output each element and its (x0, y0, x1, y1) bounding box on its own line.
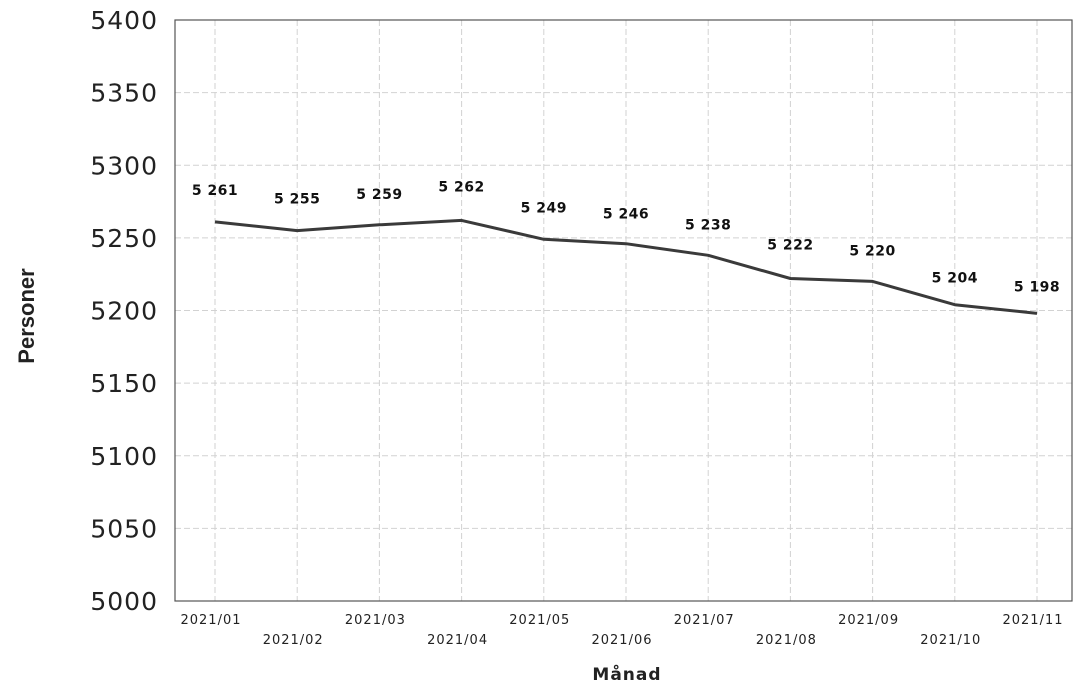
data-label: 5 222 (767, 238, 813, 254)
x-tick-label: 2021/07 (674, 613, 735, 628)
y-axis-ticks: 5400 5350 5300 5250 5200 5150 5100 5050 5000 (90, 6, 158, 616)
data-label: 5 249 (521, 200, 567, 216)
series-line (214, 218, 1038, 315)
data-label: 5 261 (192, 183, 238, 199)
x-tick-label: 2021/09 (838, 613, 899, 628)
data-label: 5 220 (849, 243, 895, 259)
x-tick-label: 2021/04 (427, 633, 488, 648)
y-axis-title: Personer (14, 268, 39, 364)
x-tick-label: 2021/10 (920, 633, 981, 648)
x-tick-label: 2021/08 (756, 633, 817, 648)
data-label: 5 262 (438, 179, 484, 195)
plot-area (174, 19, 1073, 602)
data-label: 5 198 (1014, 279, 1060, 295)
y-tick-label: 5100 (90, 442, 158, 471)
y-tick-label: 5200 (90, 297, 158, 326)
y-tick-label: 5150 (90, 369, 158, 398)
data-label: 5 259 (356, 187, 402, 203)
data-labels: 5 261 5 255 5 259 5 262 5 249 5 246 5 238 5 222… (192, 179, 1060, 295)
y-tick-label: 5300 (90, 151, 158, 180)
x-tick-label: 2021/05 (509, 613, 570, 628)
y-tick-label: 5050 (90, 514, 158, 543)
grid (175, 19, 1072, 602)
x-axis-title: Månad (592, 663, 661, 685)
data-label: 5 204 (932, 271, 978, 287)
x-tick-label: 2021/02 (263, 633, 324, 648)
y-tick-label: 5400 (90, 6, 158, 35)
data-label: 5 255 (274, 192, 320, 208)
x-axis-ticks: 2021/01 2021/02 2021/03 2021/04 2021/05 2021/… (180, 613, 1063, 648)
x-tick-label: 2021/06 (591, 633, 652, 648)
y-tick-label: 5000 (90, 587, 158, 616)
y-tick-label: 5350 (90, 79, 158, 108)
x-tick-label: 2021/03 (345, 613, 406, 628)
data-label: 5 246 (603, 207, 649, 223)
y-tick-label: 5250 (90, 224, 158, 253)
x-tick-label: 2021/11 (1002, 613, 1063, 628)
data-label: 5 238 (685, 217, 731, 233)
x-tick-label: 2021/01 (180, 613, 241, 628)
